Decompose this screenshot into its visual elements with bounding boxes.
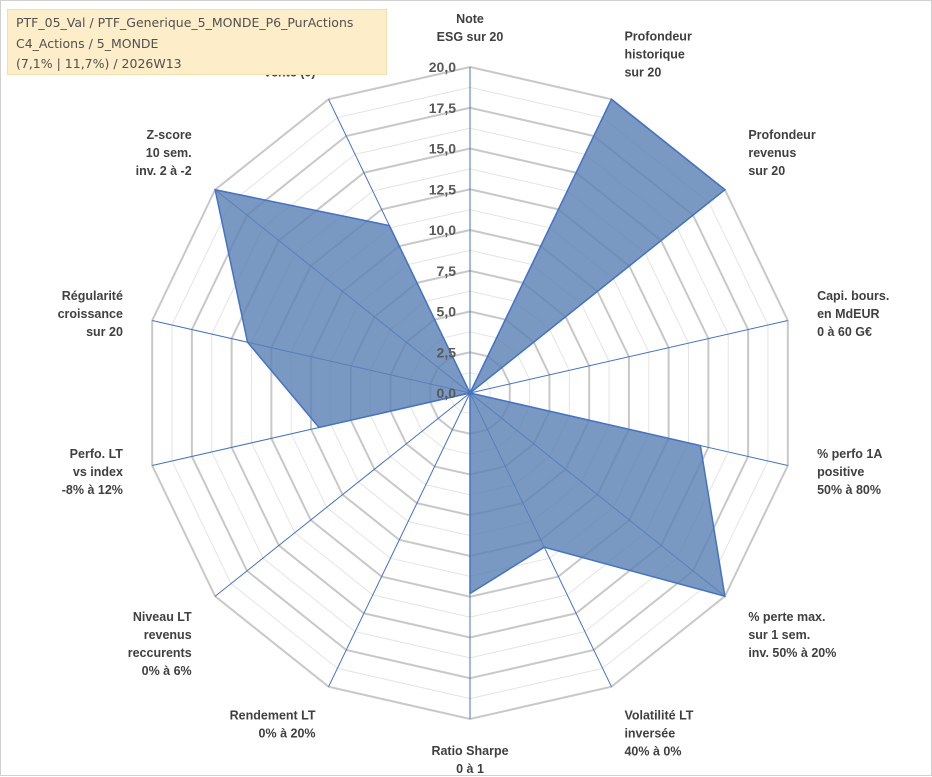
category-label-line: croissance — [58, 307, 123, 321]
radial-tick-label: 12,5 — [429, 181, 456, 197]
category-label: Note ESG sur 20 — [437, 12, 504, 44]
category-label: % perfo 1A positive 50% à 80% — [817, 447, 882, 497]
category-label-line: % perte max. — [748, 610, 825, 624]
radial-tick-label: 10,0 — [429, 222, 456, 238]
portfolio-category: C4_Actions / 5_MONDE — [16, 36, 159, 51]
category-label-line: Niveau LT — [133, 610, 192, 624]
category-label: Profondeur revenus sur 20 — [748, 128, 815, 178]
category-label-line: -8% à 12% — [62, 483, 123, 497]
category-label-line: 10 sem. — [146, 146, 192, 160]
radial-tick-label: 2,5 — [437, 344, 457, 360]
axis-spoke — [328, 392, 471, 687]
axis-spoke — [469, 319, 788, 394]
category-label-line: 0% à 20% — [259, 727, 316, 741]
category-label-line: sur 20 — [86, 325, 123, 339]
category-label: Volatilité LT inversée 40% à 0% — [624, 709, 693, 759]
category-label-line: 50% à 80% — [817, 483, 881, 497]
category-label: % perte max. sur 1 sem. inv. 50% à 20% — [748, 610, 836, 660]
category-label-line: Profondeur — [748, 128, 815, 142]
portfolio-stats: (7,1% | 11,7%) / 2026W13 — [16, 56, 182, 71]
category-label: Ratio Sharpe 0 à 1 — [431, 744, 508, 776]
category-label: Z-score 10 sem. inv. 2 à -2 — [136, 128, 192, 178]
category-label: Régularité croissance sur 20 — [58, 289, 123, 339]
category-label-line: sur 20 — [748, 164, 785, 178]
category-label-line: Régularité — [62, 289, 123, 303]
category-label-line: % perfo 1A — [817, 447, 882, 461]
category-label: Capi. bours. en MdEUR 0 à 60 G€ — [817, 289, 889, 339]
radial-tick-label: 17,5 — [429, 100, 456, 116]
category-label-line: Ratio Sharpe — [431, 744, 508, 758]
category-label-line: Perfo. LT — [70, 447, 124, 461]
category-label-line: 0% à 6% — [142, 664, 192, 678]
category-label-line: positive — [817, 465, 864, 479]
radial-tick-label: 5,0 — [437, 304, 457, 320]
category-label-line: inversée — [624, 727, 675, 741]
category-label: Profondeur historique sur 20 — [624, 29, 691, 79]
category-label-line: sur 1 sem. — [748, 628, 810, 642]
portfolio-info-box: PTF_05_Val / PTF_Generique_5_MONDE_P6_Pu… — [7, 9, 387, 75]
category-label-line: inv. 50% à 20% — [748, 646, 836, 660]
category-label-line: 40% à 0% — [624, 745, 681, 759]
category-label-line: Note — [456, 12, 484, 26]
category-label-line: reccurents — [128, 646, 192, 660]
category-label-line: Z-score — [147, 128, 192, 142]
category-label: Perfo. LT vs index -8% à 12% — [62, 447, 124, 497]
category-label-line: inv. 2 à -2 — [136, 164, 192, 178]
radial-tick-label: 20,0 — [429, 59, 456, 75]
category-label-line: ESG sur 20 — [437, 30, 504, 44]
category-label-line: historique — [624, 47, 684, 61]
category-label-line: vs index — [73, 465, 123, 479]
category-label-line: sur 20 — [624, 65, 661, 79]
category-label-line: Profondeur — [624, 29, 691, 43]
category-label-line: Capi. bours. — [817, 289, 889, 303]
category-label-line: 0 à 1 — [456, 762, 484, 776]
radial-tick-label: 15,0 — [429, 141, 456, 157]
category-label-line: en MdEUR — [817, 307, 880, 321]
category-label-line: revenus — [144, 628, 192, 642]
radial-tick-label: 7,5 — [437, 263, 457, 279]
category-label-line: Rendement LT — [230, 709, 316, 723]
axis-spoke — [214, 392, 471, 597]
radial-tick-label: 0,0 — [437, 385, 457, 401]
series-area — [214, 98, 727, 598]
category-label: Rendement LT 0% à 20% — [230, 709, 316, 741]
category-label: Niveau LT revenus reccurents 0% à 6% — [128, 610, 192, 678]
category-label-line: Volatilité LT — [624, 709, 693, 723]
category-label-line: 0 à 60 G€ — [817, 325, 872, 339]
category-label-line: revenus — [748, 146, 796, 160]
portfolio-name: PTF_05_Val / PTF_Generique_5_MONDE_P6_Pu… — [16, 15, 354, 30]
